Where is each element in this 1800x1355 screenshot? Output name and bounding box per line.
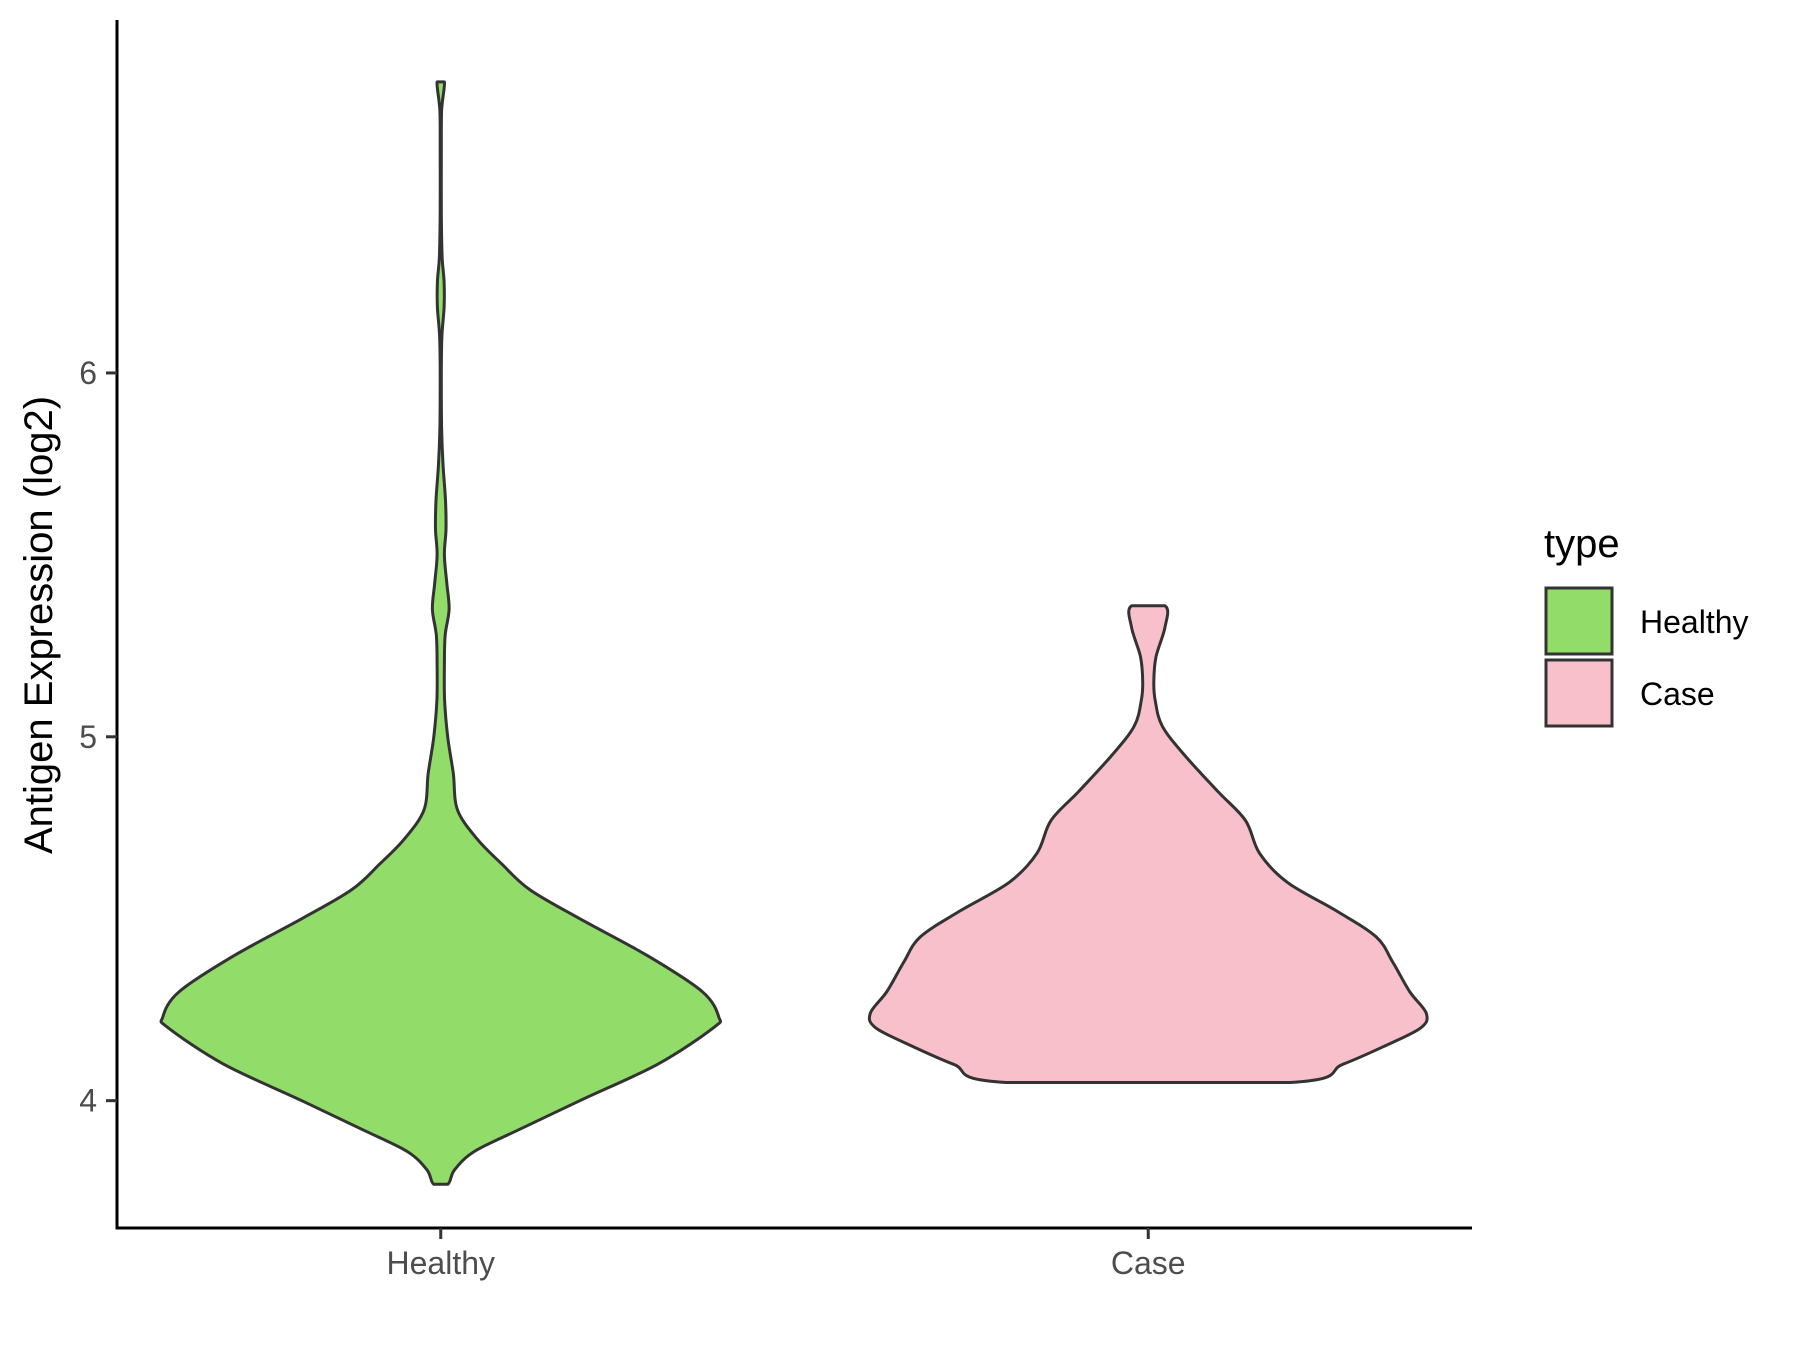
y-axis-title: Antigen Expression (log2) bbox=[17, 396, 61, 854]
legend: type Healthy Case bbox=[1544, 522, 1749, 728]
plot-area bbox=[159, 80, 1429, 1186]
legend-swatch-healthy bbox=[1544, 586, 1614, 656]
x-tick-label: Healthy bbox=[387, 1245, 496, 1281]
x-tick-label: Case bbox=[1111, 1245, 1186, 1281]
y-tick-label: 6 bbox=[79, 355, 97, 391]
legend-label-healthy: Healthy bbox=[1640, 604, 1749, 640]
y-tick-label: 4 bbox=[79, 1083, 97, 1119]
legend-swatch-case bbox=[1544, 658, 1614, 728]
violin-healthy bbox=[159, 80, 723, 1186]
legend-label-case: Case bbox=[1640, 676, 1715, 712]
legend-title: type bbox=[1544, 522, 1620, 566]
y-tick-label: 5 bbox=[79, 719, 97, 755]
axes: 4 5 6 Healthy Case bbox=[79, 20, 1472, 1281]
violin-case bbox=[867, 604, 1429, 1084]
